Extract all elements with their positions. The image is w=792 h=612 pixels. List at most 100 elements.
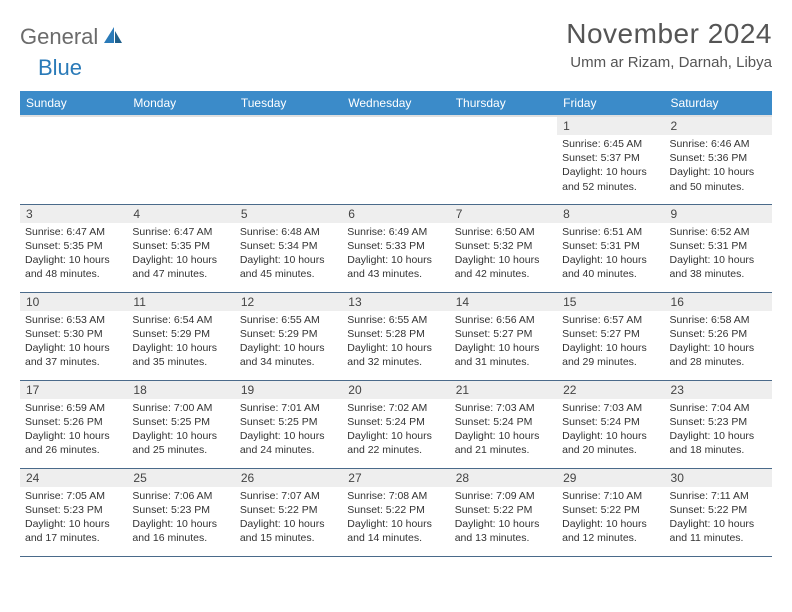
sunrise-text: Sunrise: 6:48 AM [240, 225, 337, 239]
sunrise-text: Sunrise: 6:55 AM [240, 313, 337, 327]
day-details: Sunrise: 6:49 AMSunset: 5:33 PMDaylight:… [342, 223, 449, 286]
logo: General [20, 18, 126, 50]
daylight-text: Daylight: 10 hours and 32 minutes. [347, 341, 444, 369]
sunset-text: Sunset: 5:26 PM [670, 327, 767, 341]
day-number: 9 [665, 205, 772, 223]
sunset-text: Sunset: 5:34 PM [240, 239, 337, 253]
sunrise-text: Sunrise: 6:50 AM [455, 225, 552, 239]
sunrise-text: Sunrise: 6:49 AM [347, 225, 444, 239]
calendar-day-cell: 18Sunrise: 7:00 AMSunset: 5:25 PMDayligh… [127, 380, 234, 468]
sunrise-text: Sunrise: 7:04 AM [670, 401, 767, 415]
day-details: Sunrise: 6:46 AMSunset: 5:36 PMDaylight:… [665, 135, 772, 198]
weekday-header-row: Sunday Monday Tuesday Wednesday Thursday… [20, 91, 772, 116]
sunrise-text: Sunrise: 7:05 AM [25, 489, 122, 503]
calendar-day-cell [450, 116, 557, 204]
sunrise-text: Sunrise: 7:01 AM [240, 401, 337, 415]
calendar-day-cell [127, 116, 234, 204]
sunset-text: Sunset: 5:35 PM [132, 239, 229, 253]
weekday-header: Wednesday [342, 91, 449, 116]
calendar-day-cell: 1Sunrise: 6:45 AMSunset: 5:37 PMDaylight… [557, 116, 664, 204]
daylight-text: Daylight: 10 hours and 42 minutes. [455, 253, 552, 281]
calendar-day-cell [20, 116, 127, 204]
day-number: 16 [665, 293, 772, 311]
calendar-day-cell: 14Sunrise: 6:56 AMSunset: 5:27 PMDayligh… [450, 292, 557, 380]
sunrise-text: Sunrise: 7:07 AM [240, 489, 337, 503]
weekday-header: Saturday [665, 91, 772, 116]
sunset-text: Sunset: 5:23 PM [132, 503, 229, 517]
sunrise-text: Sunrise: 7:11 AM [670, 489, 767, 503]
day-details: Sunrise: 7:07 AMSunset: 5:22 PMDaylight:… [235, 487, 342, 550]
day-number: 18 [127, 381, 234, 399]
day-number: 29 [557, 469, 664, 487]
calendar-day-cell: 25Sunrise: 7:06 AMSunset: 5:23 PMDayligh… [127, 468, 234, 556]
day-details: Sunrise: 6:57 AMSunset: 5:27 PMDaylight:… [557, 311, 664, 374]
day-details: Sunrise: 6:51 AMSunset: 5:31 PMDaylight:… [557, 223, 664, 286]
day-number: 19 [235, 381, 342, 399]
sunrise-text: Sunrise: 6:51 AM [562, 225, 659, 239]
calendar-week-row: 17Sunrise: 6:59 AMSunset: 5:26 PMDayligh… [20, 380, 772, 468]
day-details: Sunrise: 7:00 AMSunset: 5:25 PMDaylight:… [127, 399, 234, 462]
calendar-day-cell: 15Sunrise: 6:57 AMSunset: 5:27 PMDayligh… [557, 292, 664, 380]
sunrise-text: Sunrise: 7:00 AM [132, 401, 229, 415]
calendar-day-cell: 10Sunrise: 6:53 AMSunset: 5:30 PMDayligh… [20, 292, 127, 380]
daylight-text: Daylight: 10 hours and 24 minutes. [240, 429, 337, 457]
daylight-text: Daylight: 10 hours and 45 minutes. [240, 253, 337, 281]
daylight-text: Daylight: 10 hours and 34 minutes. [240, 341, 337, 369]
day-number: 2 [665, 117, 772, 135]
daylight-text: Daylight: 10 hours and 52 minutes. [562, 165, 659, 193]
sunset-text: Sunset: 5:37 PM [562, 151, 659, 165]
day-details: Sunrise: 7:04 AMSunset: 5:23 PMDaylight:… [665, 399, 772, 462]
day-details: Sunrise: 7:03 AMSunset: 5:24 PMDaylight:… [450, 399, 557, 462]
sunrise-text: Sunrise: 6:58 AM [670, 313, 767, 327]
logo-text-blue: Blue [38, 55, 82, 81]
calendar-week-row: 3Sunrise: 6:47 AMSunset: 5:35 PMDaylight… [20, 204, 772, 292]
daylight-text: Daylight: 10 hours and 28 minutes. [670, 341, 767, 369]
sunset-text: Sunset: 5:22 PM [455, 503, 552, 517]
daylight-text: Daylight: 10 hours and 15 minutes. [240, 517, 337, 545]
calendar-day-cell: 17Sunrise: 6:59 AMSunset: 5:26 PMDayligh… [20, 380, 127, 468]
logo-text-general: General [20, 24, 98, 50]
sunset-text: Sunset: 5:33 PM [347, 239, 444, 253]
daylight-text: Daylight: 10 hours and 38 minutes. [670, 253, 767, 281]
daylight-text: Daylight: 10 hours and 12 minutes. [562, 517, 659, 545]
sunrise-text: Sunrise: 6:55 AM [347, 313, 444, 327]
calendar-week-row: 10Sunrise: 6:53 AMSunset: 5:30 PMDayligh… [20, 292, 772, 380]
daylight-text: Daylight: 10 hours and 11 minutes. [670, 517, 767, 545]
sunset-text: Sunset: 5:29 PM [132, 327, 229, 341]
day-details: Sunrise: 6:55 AMSunset: 5:29 PMDaylight:… [235, 311, 342, 374]
sunset-text: Sunset: 5:35 PM [25, 239, 122, 253]
day-details: Sunrise: 6:47 AMSunset: 5:35 PMDaylight:… [20, 223, 127, 286]
sunset-text: Sunset: 5:23 PM [25, 503, 122, 517]
day-details: Sunrise: 6:53 AMSunset: 5:30 PMDaylight:… [20, 311, 127, 374]
day-number: 3 [20, 205, 127, 223]
daylight-text: Daylight: 10 hours and 22 minutes. [347, 429, 444, 457]
calendar-day-cell [235, 116, 342, 204]
calendar-table: Sunday Monday Tuesday Wednesday Thursday… [20, 91, 772, 557]
calendar-week-row: 24Sunrise: 7:05 AMSunset: 5:23 PMDayligh… [20, 468, 772, 556]
sunrise-text: Sunrise: 6:47 AM [25, 225, 122, 239]
day-details: Sunrise: 7:08 AMSunset: 5:22 PMDaylight:… [342, 487, 449, 550]
sunset-text: Sunset: 5:29 PM [240, 327, 337, 341]
sunset-text: Sunset: 5:24 PM [562, 415, 659, 429]
logo-sail-icon [102, 25, 124, 50]
calendar-day-cell: 30Sunrise: 7:11 AMSunset: 5:22 PMDayligh… [665, 468, 772, 556]
weekday-header: Thursday [450, 91, 557, 116]
day-number: 13 [342, 293, 449, 311]
sunset-text: Sunset: 5:30 PM [25, 327, 122, 341]
day-number: 1 [557, 117, 664, 135]
daylight-text: Daylight: 10 hours and 35 minutes. [132, 341, 229, 369]
day-number: 10 [20, 293, 127, 311]
daylight-text: Daylight: 10 hours and 50 minutes. [670, 165, 767, 193]
sunset-text: Sunset: 5:36 PM [670, 151, 767, 165]
calendar-week-row: 1Sunrise: 6:45 AMSunset: 5:37 PMDaylight… [20, 116, 772, 204]
calendar-day-cell: 12Sunrise: 6:55 AMSunset: 5:29 PMDayligh… [235, 292, 342, 380]
sunset-text: Sunset: 5:26 PM [25, 415, 122, 429]
day-number: 15 [557, 293, 664, 311]
day-details: Sunrise: 6:54 AMSunset: 5:29 PMDaylight:… [127, 311, 234, 374]
sunset-text: Sunset: 5:27 PM [455, 327, 552, 341]
sunrise-text: Sunrise: 6:59 AM [25, 401, 122, 415]
day-number: 20 [342, 381, 449, 399]
sunrise-text: Sunrise: 7:03 AM [562, 401, 659, 415]
sunset-text: Sunset: 5:22 PM [347, 503, 444, 517]
sunrise-text: Sunrise: 7:06 AM [132, 489, 229, 503]
